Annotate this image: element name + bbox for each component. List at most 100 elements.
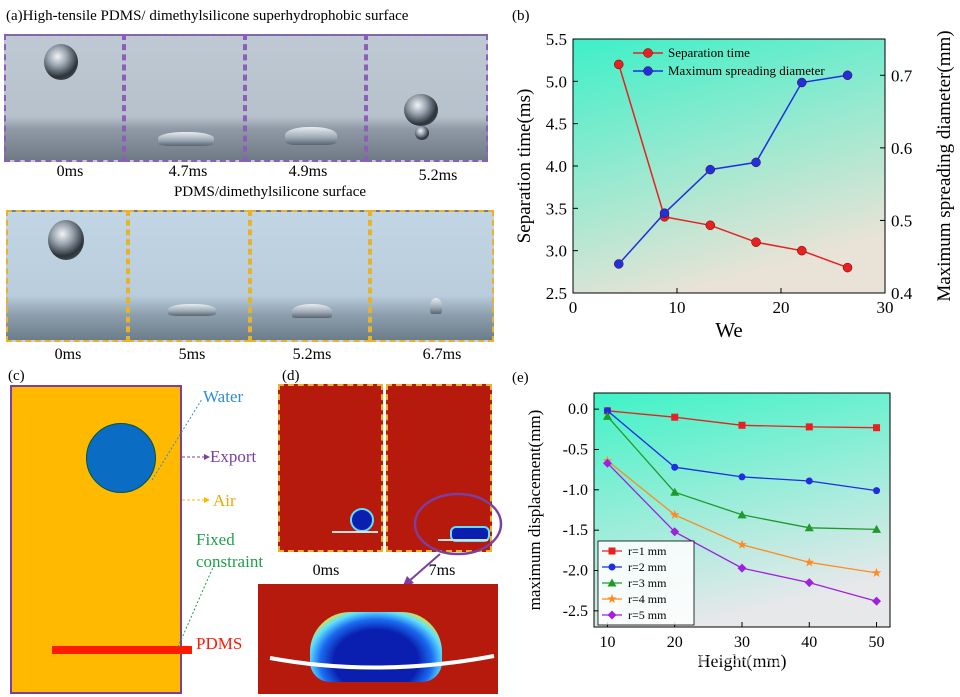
x-tick-label: 30: [734, 634, 750, 651]
x-tick-label: 20: [773, 298, 790, 317]
time-label: 0ms: [56, 163, 84, 180]
data-point: [608, 547, 616, 555]
panel-e-label: (e): [512, 370, 529, 386]
photo-bottom-5ms: [128, 210, 250, 342]
data-point: [705, 220, 716, 231]
spread-droplet: [292, 304, 332, 318]
simulation-frame-7ms: [386, 384, 492, 552]
air-label: Air: [213, 491, 236, 510]
time-label: 7ms: [428, 562, 456, 579]
export-label: Export: [210, 447, 257, 466]
simulated-droplet-spread: [450, 526, 490, 542]
fixed-constraint-label: constraint: [196, 552, 264, 571]
time-label: 4.9ms: [288, 163, 328, 180]
chart-b: 0 10 20 30 2.5 3.0 3.5 4.0 4.5 5.0 5.5 0.4 0.5 0.6 0.7…: [514, 30, 955, 342]
zoomed-substrate: [269, 654, 495, 670]
x-tick-label: 50: [869, 634, 885, 651]
zoomed-simulation: [258, 584, 498, 694]
photo-top-4.9ms: [245, 34, 366, 162]
data-point: [872, 596, 882, 606]
series-line: [618, 64, 848, 269]
data-point: [603, 407, 611, 415]
data-point: [842, 262, 853, 273]
data-point: [670, 509, 680, 519]
data-point: [643, 66, 653, 76]
data-point: [871, 567, 882, 577]
data-point: [751, 157, 761, 168]
data-point: [737, 563, 747, 573]
y-tick-label: -1.0: [563, 482, 588, 499]
x-tick-label: 20: [667, 634, 683, 651]
x-tick-label: 10: [669, 298, 686, 317]
y2-tick-label: 0.7: [891, 66, 913, 85]
data-point: [607, 610, 617, 620]
panel-b-label: (b): [512, 8, 530, 24]
photo-top-5.2ms: [366, 34, 488, 162]
legend-label: Separation time: [668, 45, 750, 60]
spread-droplet: [168, 304, 216, 316]
panel-a-label: (a)High-tensile PDMS/ dimethylsilicone s…: [6, 8, 409, 24]
y-tick-label: 5.5: [546, 30, 567, 49]
data-point: [614, 59, 624, 70]
time-label: 4.7ms: [168, 163, 208, 180]
time-label: 0ms: [54, 346, 82, 363]
x-axis-label: Height(mm): [698, 651, 787, 672]
time-label: 5.2ms: [292, 346, 332, 363]
data-point: [738, 421, 746, 429]
data-point: [671, 413, 679, 421]
droplet: [44, 44, 78, 80]
series-line: [618, 74, 848, 265]
data-point: [797, 77, 807, 88]
y-tick-label: 0.0: [568, 401, 588, 418]
spread-droplet: [285, 127, 337, 145]
spread-droplet: [158, 132, 214, 146]
time-label: 5ms: [178, 346, 206, 363]
panel-d-label: (d): [282, 368, 300, 384]
legend-label: r=2 mm: [628, 560, 667, 574]
panel-c-label: (c): [8, 368, 25, 384]
simulation-frame-0ms: [278, 384, 383, 552]
data-point: [873, 487, 881, 495]
water-label: Water: [203, 387, 244, 406]
x-tick-label: 0: [569, 298, 578, 317]
panel-a-subtitle: PDMS/dimethylsilicone surface: [173, 184, 367, 200]
data-point: [659, 208, 670, 218]
y-tick-label: 3.0: [546, 242, 567, 261]
y-tick-label: 3.5: [546, 199, 567, 218]
data-point: [804, 523, 814, 532]
y-tick-label: -2.0: [563, 563, 588, 580]
data-point: [607, 594, 617, 603]
data-point: [737, 510, 747, 519]
satellite-droplet: [415, 126, 429, 140]
data-point: [607, 578, 617, 587]
simulated-droplet: [350, 508, 374, 532]
x-tick-label: 30: [877, 298, 894, 317]
chart-e: 10 20 30 40 50 0.0 -0.5 -1.0 -1.5 -2.0 -2.5 Height(…: [525, 392, 891, 672]
data-point: [643, 48, 653, 58]
photo-top-4.7ms: [124, 34, 245, 162]
watermark: 公众号·高分子科学前沿: [596, 648, 782, 669]
data-point: [602, 411, 612, 420]
droplet: [48, 220, 84, 260]
x-axis-label: We: [715, 318, 742, 342]
time-label: 5.2ms: [418, 167, 458, 184]
y2-tick-label: 0.4: [891, 284, 913, 303]
fixed-constraint-label: Fixed: [196, 530, 235, 549]
data-point: [842, 70, 853, 81]
data-point: [737, 539, 747, 549]
legend-label: Maximum spreading diameter: [668, 63, 825, 78]
time-label: 6.7ms: [422, 346, 462, 363]
substrate-line: [438, 539, 488, 541]
data-point: [805, 423, 813, 431]
y2-tick-label: 0.6: [891, 139, 912, 158]
annotation-lines: [151, 398, 215, 648]
data-point: [705, 164, 716, 175]
photo-bottom-5.2ms: [250, 210, 370, 342]
y-axis-label: maximum displacement(mm): [525, 410, 544, 611]
substrate-line: [332, 531, 378, 533]
photo-top-0ms: [4, 34, 124, 162]
data-point: [738, 473, 746, 481]
zoomed-droplet: [310, 612, 442, 682]
pdms-substrate: [52, 646, 192, 654]
legend-label: r=4 mm: [628, 592, 667, 606]
